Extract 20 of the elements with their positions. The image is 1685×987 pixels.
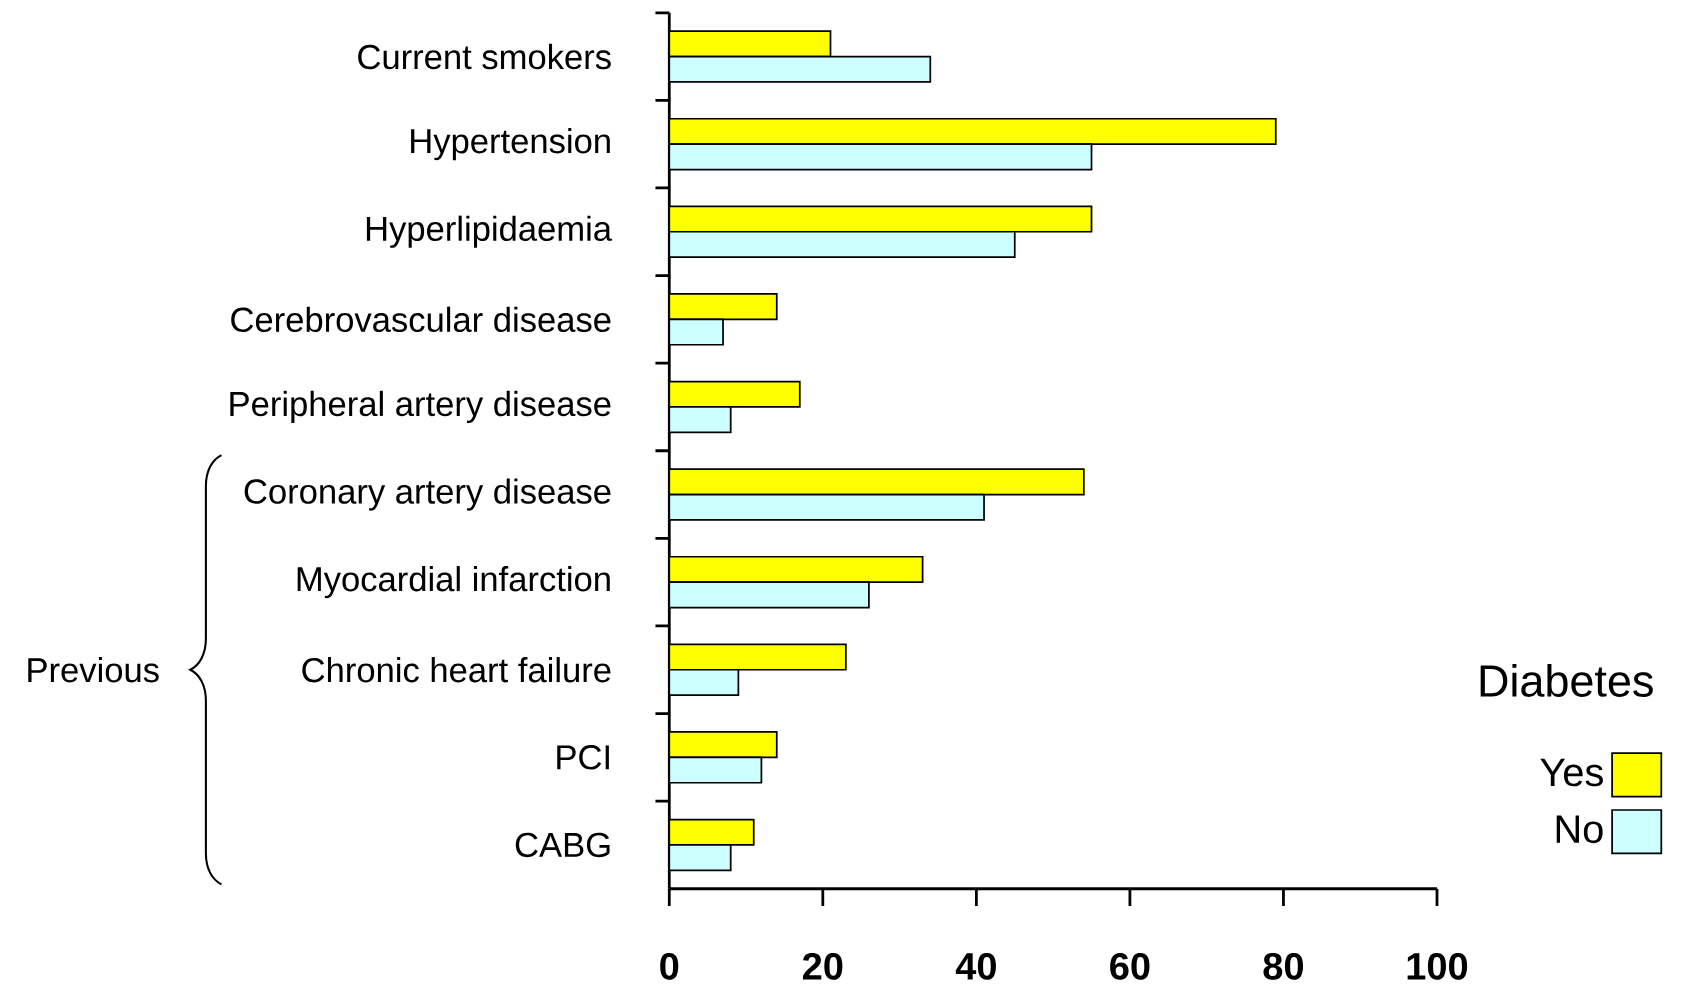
text: Previous bbox=[28, 656, 159, 683]
y-tick-label: CABG bbox=[515, 832, 610, 858]
y-tick-label: Coronary artery disease bbox=[244, 478, 611, 511]
y-tick-label: Cerebrovascular disease bbox=[231, 306, 611, 332]
y-tick-label: PCI bbox=[557, 745, 609, 770]
y-tick-label: Chronic heart failure bbox=[302, 656, 611, 683]
legend-title: Diabetes bbox=[1480, 663, 1653, 697]
legend-label: No bbox=[1556, 815, 1603, 844]
y-tick-label: Current smokers bbox=[358, 43, 611, 70]
y-tick-label: Hypertension bbox=[411, 127, 610, 161]
y-tick-label: Peripheral artery disease bbox=[230, 390, 611, 423]
legend-label: Yes bbox=[1540, 758, 1603, 787]
x-tick-label: 40 bbox=[955, 952, 996, 980]
y-tick-label: Myocardial infarction bbox=[297, 565, 610, 599]
x-tick-label: 0 bbox=[660, 952, 679, 980]
x-tick-label: 80 bbox=[1263, 952, 1304, 980]
x-tick-label: 20 bbox=[802, 952, 843, 980]
y-tick-label: Hyperlipidaemia bbox=[366, 215, 613, 248]
x-tick-label: 60 bbox=[1110, 952, 1150, 980]
x-tick-label: 100 bbox=[1407, 952, 1468, 980]
